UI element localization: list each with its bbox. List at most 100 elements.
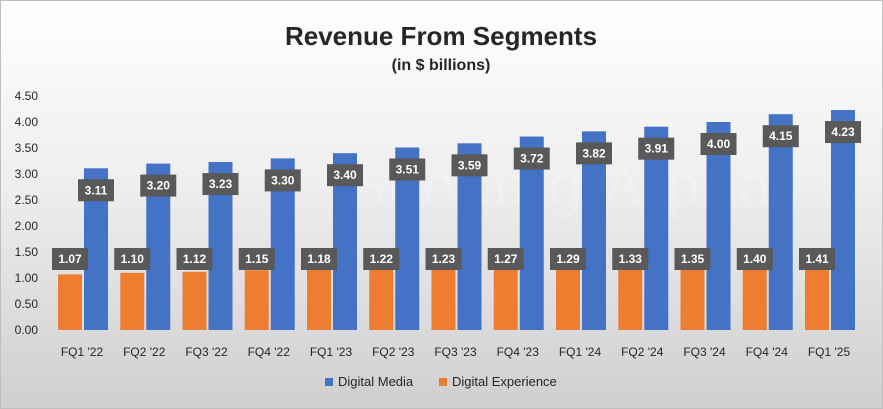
data-label-box-digital-experience <box>550 248 586 270</box>
legend-swatch-digital-experience <box>439 378 447 386</box>
data-label-digital-experience: 1.12 <box>183 252 207 266</box>
data-label-digital-experience: 1.22 <box>370 252 394 266</box>
bar-digital-media-fq3-24 <box>706 122 731 330</box>
data-label-box-digital-media <box>389 158 426 181</box>
chart-title: Revenue From Segments <box>285 21 597 51</box>
data-label-digital-media: 3.20 <box>147 179 171 193</box>
data-label-box-digital-media <box>264 169 301 192</box>
bar-digital-experience-fq2-22 <box>120 272 145 330</box>
bar-digital-experience-fq4-22 <box>244 270 269 330</box>
data-label-box-digital-experience <box>487 248 524 270</box>
x-tick-label: FQ2 '24 <box>621 345 664 359</box>
data-label-digital-experience: 1.15 <box>245 252 269 266</box>
data-label-digital-media: 4.23 <box>831 125 855 139</box>
data-label-box-digital-media <box>700 133 737 155</box>
data-label-digital-experience: 1.23 <box>432 252 456 266</box>
data-label-digital-experience: 1.40 <box>743 252 767 266</box>
data-labels-group: 1.07 3.11 1.10 3.20 1.12 3.23 1.15 3.30 1.18 3.40… <box>52 121 861 270</box>
data-label-digital-media: 4.15 <box>769 129 793 143</box>
bar-digital-experience-fq1-22 <box>58 274 82 330</box>
data-label-box-digital-media <box>202 173 239 196</box>
x-tick-label: FQ4 '22 <box>248 345 291 359</box>
bar-digital-media-fq4-24 <box>768 114 793 330</box>
data-label-box-digital-experience <box>674 248 711 270</box>
x-tick-label: FQ2 '22 <box>123 345 166 359</box>
data-label-box-digital-media <box>451 154 488 177</box>
data-label-box-digital-experience <box>238 248 275 270</box>
data-label-digital-experience: 1.41 <box>805 252 829 266</box>
data-label-digital-media: 3.51 <box>396 162 420 176</box>
data-label-box-digital-experience <box>301 248 337 270</box>
y-tick-label: 2.00 <box>15 219 39 233</box>
x-tick-label: FQ4 '24 <box>746 345 789 359</box>
data-label-box-digital-media <box>825 121 861 144</box>
data-label-digital-experience: 1.10 <box>121 252 145 266</box>
data-label-box-digital-media <box>513 147 550 170</box>
data-label-box-digital-experience <box>425 248 462 270</box>
data-label-digital-experience: 1.33 <box>619 252 643 266</box>
data-label-box-digital-media <box>78 179 114 202</box>
data-label-box-digital-experience <box>114 248 151 270</box>
bar-digital-experience-fq1-23 <box>307 268 331 330</box>
data-label-digital-media: 3.30 <box>271 173 295 187</box>
data-label-digital-media: 4.00 <box>707 137 731 151</box>
data-label-box-digital-media <box>327 164 363 187</box>
data-label-digital-experience: 1.29 <box>556 252 580 266</box>
legend-label-digital-experience: Digital Experience <box>452 374 557 389</box>
data-label-box-digital-experience <box>736 248 773 270</box>
legend-swatch-digital-media <box>325 378 333 386</box>
bar-digital-experience-fq3-23 <box>431 266 456 330</box>
data-label-digital-media: 3.23 <box>209 177 233 191</box>
bar-digital-media-fq1-24 <box>582 131 606 330</box>
x-tick-label: FQ3 '23 <box>434 345 477 359</box>
y-tick-label: 0.00 <box>15 323 39 337</box>
y-tick-label: 4.50 <box>15 89 39 103</box>
x-tick-label: FQ1 '23 <box>310 345 353 359</box>
data-label-digital-media: 3.91 <box>645 142 669 156</box>
chart-subtitle: (in $ billions) <box>392 57 491 74</box>
data-label-box-digital-experience <box>799 248 835 270</box>
data-label-box-digital-media <box>140 174 177 197</box>
x-tick-label: FQ4 '23 <box>497 345 540 359</box>
y-tick-label: 1.50 <box>15 245 39 259</box>
x-tick-label: FQ3 '22 <box>185 345 228 359</box>
data-label-digital-media: 3.11 <box>85 183 108 197</box>
data-label-digital-experience: 1.07 <box>58 252 82 266</box>
data-label-box-digital-media <box>576 142 612 165</box>
data-label-digital-media: 3.40 <box>333 168 357 182</box>
y-tick-label: 0.50 <box>15 297 39 311</box>
legend: Digital Media Digital Experience <box>325 374 557 389</box>
y-axis: 0.00 0.50 1.00 1.50 2.00 2.50 3.00 3.50 4.00 4.50 <box>15 89 39 337</box>
bar-digital-experience-fq2-23 <box>369 266 394 330</box>
data-label-digital-experience: 1.18 <box>307 252 331 266</box>
bar-digital-experience-fq3-22 <box>182 271 207 330</box>
data-label-digital-experience: 1.27 <box>494 252 518 266</box>
x-tick-label: FQ1 '22 <box>61 345 104 359</box>
bar-digital-experience-fq4-23 <box>493 263 518 330</box>
x-tick-label: FQ3 '24 <box>683 345 726 359</box>
bar-digital-experience-fq2-24 <box>618 260 643 330</box>
data-label-digital-experience: 1.35 <box>681 252 705 266</box>
data-label-digital-media: 3.59 <box>458 158 482 172</box>
data-label-digital-media: 3.82 <box>582 146 606 160</box>
y-tick-label: 3.50 <box>15 141 39 155</box>
y-tick-label: 4.00 <box>15 115 39 129</box>
data-label-digital-media: 3.72 <box>520 152 544 166</box>
bar-digital-media-fq1-25 <box>831 110 855 330</box>
data-label-box-digital-experience <box>176 248 213 270</box>
data-label-box-digital-experience <box>52 248 88 270</box>
data-label-box-digital-experience <box>363 248 400 270</box>
legend-label-digital-media: Digital Media <box>338 374 414 389</box>
y-tick-label: 1.00 <box>15 271 39 285</box>
y-tick-label: 2.50 <box>15 193 39 207</box>
data-label-box-digital-media <box>638 137 675 160</box>
x-tick-label: FQ1 '24 <box>559 345 602 359</box>
bar-digital-experience-fq3-24 <box>680 259 705 330</box>
x-tick-label: FQ1 '25 <box>808 345 851 359</box>
bar-digital-experience-fq1-24 <box>556 262 580 330</box>
bar-digital-media-fq2-24 <box>644 126 669 331</box>
data-label-box-digital-media <box>762 125 799 148</box>
data-label-box-digital-experience <box>612 248 649 270</box>
